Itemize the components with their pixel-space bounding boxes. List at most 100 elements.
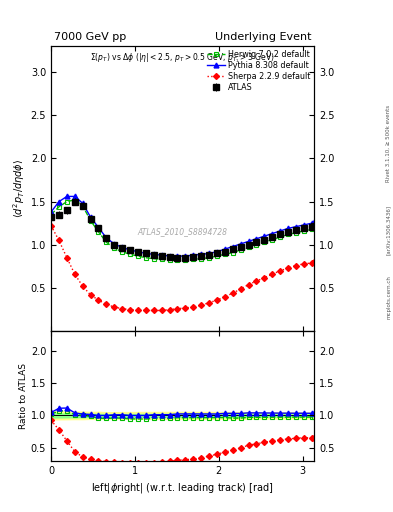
Herwig 7.0.2 default bbox=[199, 255, 204, 262]
Pythia 8.308 default bbox=[230, 244, 235, 250]
Text: 7000 GeV pp: 7000 GeV pp bbox=[54, 32, 126, 42]
Pythia 8.308 default bbox=[96, 224, 101, 230]
Pythia 8.308 default bbox=[57, 199, 61, 205]
Herwig 7.0.2 default bbox=[183, 257, 188, 263]
Herwig 7.0.2 default bbox=[230, 249, 235, 255]
Pythia 8.308 default bbox=[72, 194, 77, 200]
Sherpa 2.2.9 default bbox=[270, 271, 275, 278]
Herwig 7.0.2 default bbox=[64, 199, 69, 205]
Pythia 8.308 default bbox=[143, 250, 148, 257]
Pythia 8.308 default bbox=[215, 249, 219, 255]
Sherpa 2.2.9 default bbox=[88, 292, 93, 298]
Pythia 8.308 default bbox=[120, 244, 125, 250]
Sherpa 2.2.9 default bbox=[262, 274, 267, 281]
Sherpa 2.2.9 default bbox=[120, 306, 125, 312]
Pythia 8.308 default bbox=[312, 219, 317, 225]
Sherpa 2.2.9 default bbox=[151, 307, 156, 313]
Pythia 8.308 default bbox=[301, 222, 306, 228]
Pythia 8.308 default bbox=[207, 250, 211, 257]
Herwig 7.0.2 default bbox=[112, 245, 117, 251]
Text: [arXiv:1306.3436]: [arXiv:1306.3436] bbox=[386, 205, 391, 255]
Herwig 7.0.2 default bbox=[294, 229, 298, 236]
Sherpa 2.2.9 default bbox=[159, 307, 164, 313]
Herwig 7.0.2 default bbox=[167, 257, 172, 263]
Sherpa 2.2.9 default bbox=[167, 307, 172, 313]
Sherpa 2.2.9 default bbox=[112, 304, 117, 310]
Herwig 7.0.2 default bbox=[309, 226, 314, 232]
Herwig 7.0.2 default bbox=[191, 257, 196, 263]
Pythia 8.308 default bbox=[262, 233, 267, 239]
Sherpa 2.2.9 default bbox=[143, 307, 148, 313]
Pythia 8.308 default bbox=[278, 228, 283, 234]
Herwig 7.0.2 default bbox=[238, 247, 243, 253]
Pythia 8.308 default bbox=[159, 252, 164, 258]
Sherpa 2.2.9 default bbox=[199, 302, 204, 308]
Pythia 8.308 default bbox=[222, 246, 227, 252]
Pythia 8.308 default bbox=[88, 214, 93, 220]
Herwig 7.0.2 default bbox=[151, 255, 156, 262]
Pythia 8.308 default bbox=[238, 241, 243, 247]
Text: Underlying Event: Underlying Event bbox=[215, 32, 312, 42]
Pythia 8.308 default bbox=[286, 225, 290, 231]
Text: $\Sigma(p_T)$ vs $\Delta\phi$ ($|\eta| < 2.5$, $p_T > 0.5$ GeV, $p_{T_1} > 3$ Ge: $\Sigma(p_T)$ vs $\Delta\phi$ ($|\eta| <… bbox=[90, 52, 275, 66]
Sherpa 2.2.9 default bbox=[72, 271, 77, 278]
Sherpa 2.2.9 default bbox=[207, 300, 211, 306]
Herwig 7.0.2 default bbox=[57, 204, 61, 210]
Herwig 7.0.2 default bbox=[222, 251, 227, 258]
Pythia 8.308 default bbox=[199, 251, 204, 258]
Pythia 8.308 default bbox=[64, 194, 69, 200]
Sherpa 2.2.9 default bbox=[222, 293, 227, 300]
Sherpa 2.2.9 default bbox=[246, 282, 251, 288]
Herwig 7.0.2 default bbox=[120, 249, 125, 255]
Herwig 7.0.2 default bbox=[88, 218, 93, 224]
Text: ATLAS_2010_S8894728: ATLAS_2010_S8894728 bbox=[138, 227, 228, 236]
Pythia 8.308 default bbox=[309, 220, 314, 226]
Sherpa 2.2.9 default bbox=[175, 306, 180, 312]
X-axis label: left$|\phi$right$|$ (w.r.t. leading track) [rad]: left$|\phi$right$|$ (w.r.t. leading trac… bbox=[91, 481, 274, 495]
Pythia 8.308 default bbox=[167, 253, 172, 259]
Line: Pythia 8.308 default: Pythia 8.308 default bbox=[49, 194, 317, 259]
Herwig 7.0.2 default bbox=[96, 229, 101, 235]
Line: Herwig 7.0.2 default: Herwig 7.0.2 default bbox=[49, 198, 317, 263]
Sherpa 2.2.9 default bbox=[278, 268, 283, 274]
Herwig 7.0.2 default bbox=[246, 244, 251, 250]
Pythia 8.308 default bbox=[136, 249, 140, 255]
Sherpa 2.2.9 default bbox=[49, 223, 53, 229]
Text: mcplots.cern.ch: mcplots.cern.ch bbox=[386, 275, 391, 319]
Herwig 7.0.2 default bbox=[175, 257, 180, 263]
Sherpa 2.2.9 default bbox=[96, 297, 101, 303]
Sherpa 2.2.9 default bbox=[301, 261, 306, 267]
Sherpa 2.2.9 default bbox=[104, 302, 109, 308]
Herwig 7.0.2 default bbox=[128, 251, 132, 258]
Herwig 7.0.2 default bbox=[104, 239, 109, 245]
Pythia 8.308 default bbox=[128, 247, 132, 253]
Sherpa 2.2.9 default bbox=[191, 304, 196, 310]
Y-axis label: Ratio to ATLAS: Ratio to ATLAS bbox=[19, 363, 28, 429]
Herwig 7.0.2 default bbox=[136, 253, 140, 259]
Pythia 8.308 default bbox=[112, 241, 117, 247]
Pythia 8.308 default bbox=[175, 253, 180, 259]
Sherpa 2.2.9 default bbox=[80, 283, 85, 289]
Sherpa 2.2.9 default bbox=[254, 278, 259, 284]
Pythia 8.308 default bbox=[294, 224, 298, 230]
Herwig 7.0.2 default bbox=[286, 231, 290, 238]
Herwig 7.0.2 default bbox=[72, 197, 77, 203]
Herwig 7.0.2 default bbox=[49, 211, 53, 218]
Sherpa 2.2.9 default bbox=[57, 238, 61, 244]
Legend: Herwig 7.0.2 default, Pythia 8.308 default, Sherpa 2.2.9 default, ATLAS: Herwig 7.0.2 default, Pythia 8.308 defau… bbox=[206, 49, 312, 94]
Sherpa 2.2.9 default bbox=[183, 305, 188, 311]
Sherpa 2.2.9 default bbox=[136, 307, 140, 313]
Sherpa 2.2.9 default bbox=[294, 263, 298, 269]
Herwig 7.0.2 default bbox=[80, 203, 85, 209]
Text: Rivet 3.1.10, ≥ 500k events: Rivet 3.1.10, ≥ 500k events bbox=[386, 105, 391, 182]
Herwig 7.0.2 default bbox=[312, 225, 317, 231]
Herwig 7.0.2 default bbox=[301, 228, 306, 234]
Sherpa 2.2.9 default bbox=[64, 254, 69, 261]
Pythia 8.308 default bbox=[104, 235, 109, 241]
Pythia 8.308 default bbox=[151, 251, 156, 258]
Herwig 7.0.2 default bbox=[207, 254, 211, 261]
Herwig 7.0.2 default bbox=[215, 253, 219, 259]
Herwig 7.0.2 default bbox=[143, 254, 148, 261]
Pythia 8.308 default bbox=[191, 252, 196, 258]
Sherpa 2.2.9 default bbox=[128, 307, 132, 313]
